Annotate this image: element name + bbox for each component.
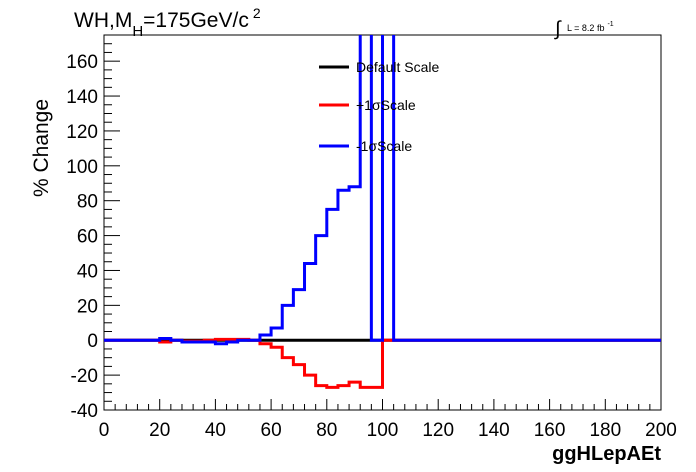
x-tick-label: 180 — [589, 420, 621, 441]
y-tick-label: 60 — [77, 227, 98, 248]
x-tick-label: 0 — [99, 420, 110, 441]
title-main: WH,M — [74, 9, 132, 32]
y-tick-label: 0 — [87, 331, 98, 352]
series-line-2 — [104, 35, 661, 346]
legend: Default Scale +1σScale -1σScale — [319, 59, 439, 154]
x-tick-label: 20 — [149, 420, 170, 441]
y-tick-label: 100 — [66, 157, 98, 178]
x-tick-label: 80 — [316, 420, 337, 441]
x-tick-label: 100 — [367, 420, 399, 441]
x-tick-label: 160 — [534, 420, 566, 441]
x-tick-label: 200 — [645, 420, 677, 441]
lumi-text: L = 8.2 fb — [567, 23, 604, 33]
x-axis: 0 20 40 60 80 100 120 140 160 180 200 — [99, 399, 677, 441]
series-layer — [104, 35, 661, 389]
y-axis: -40 -20 0 20 40 60 80 100 120 140 160 — [66, 34, 120, 422]
series-line-1 — [104, 337, 661, 389]
x-tick-label: 120 — [422, 420, 454, 441]
x-tick-label: 40 — [205, 420, 226, 441]
chart-title: WH,MH=175GeV/c 2 — [74, 5, 261, 40]
lumi-superscript: -1 — [607, 21, 613, 28]
y-tick-label: 120 — [66, 122, 98, 143]
legend-label-1: +1σScale — [356, 97, 416, 113]
legend-label-0: Default Scale — [356, 59, 439, 75]
integral-symbol: ∫ — [554, 18, 562, 40]
y-tick-label: 80 — [77, 192, 98, 213]
y-tick-label: 160 — [66, 52, 98, 73]
title-subscript: H — [132, 23, 143, 40]
x-tick-label: 60 — [261, 420, 282, 441]
y-tick-label: 20 — [77, 296, 98, 317]
x-tick-label: 140 — [478, 420, 510, 441]
y-tick-label: -20 — [71, 366, 98, 387]
title-superscript: 2 — [253, 5, 261, 21]
y-tick-label: 40 — [77, 261, 98, 282]
y-tick-label: 140 — [66, 87, 98, 108]
legend-label-2: -1σScale — [356, 138, 412, 154]
y-tick-label: -40 — [71, 401, 98, 422]
lumi-label: L = 8.2 fb -1 — [567, 21, 614, 33]
title-rest: =175GeV/c — [143, 9, 249, 32]
x-axis-label: ggHLepAEt — [552, 443, 661, 465]
y-axis-label: % Change — [30, 99, 53, 197]
